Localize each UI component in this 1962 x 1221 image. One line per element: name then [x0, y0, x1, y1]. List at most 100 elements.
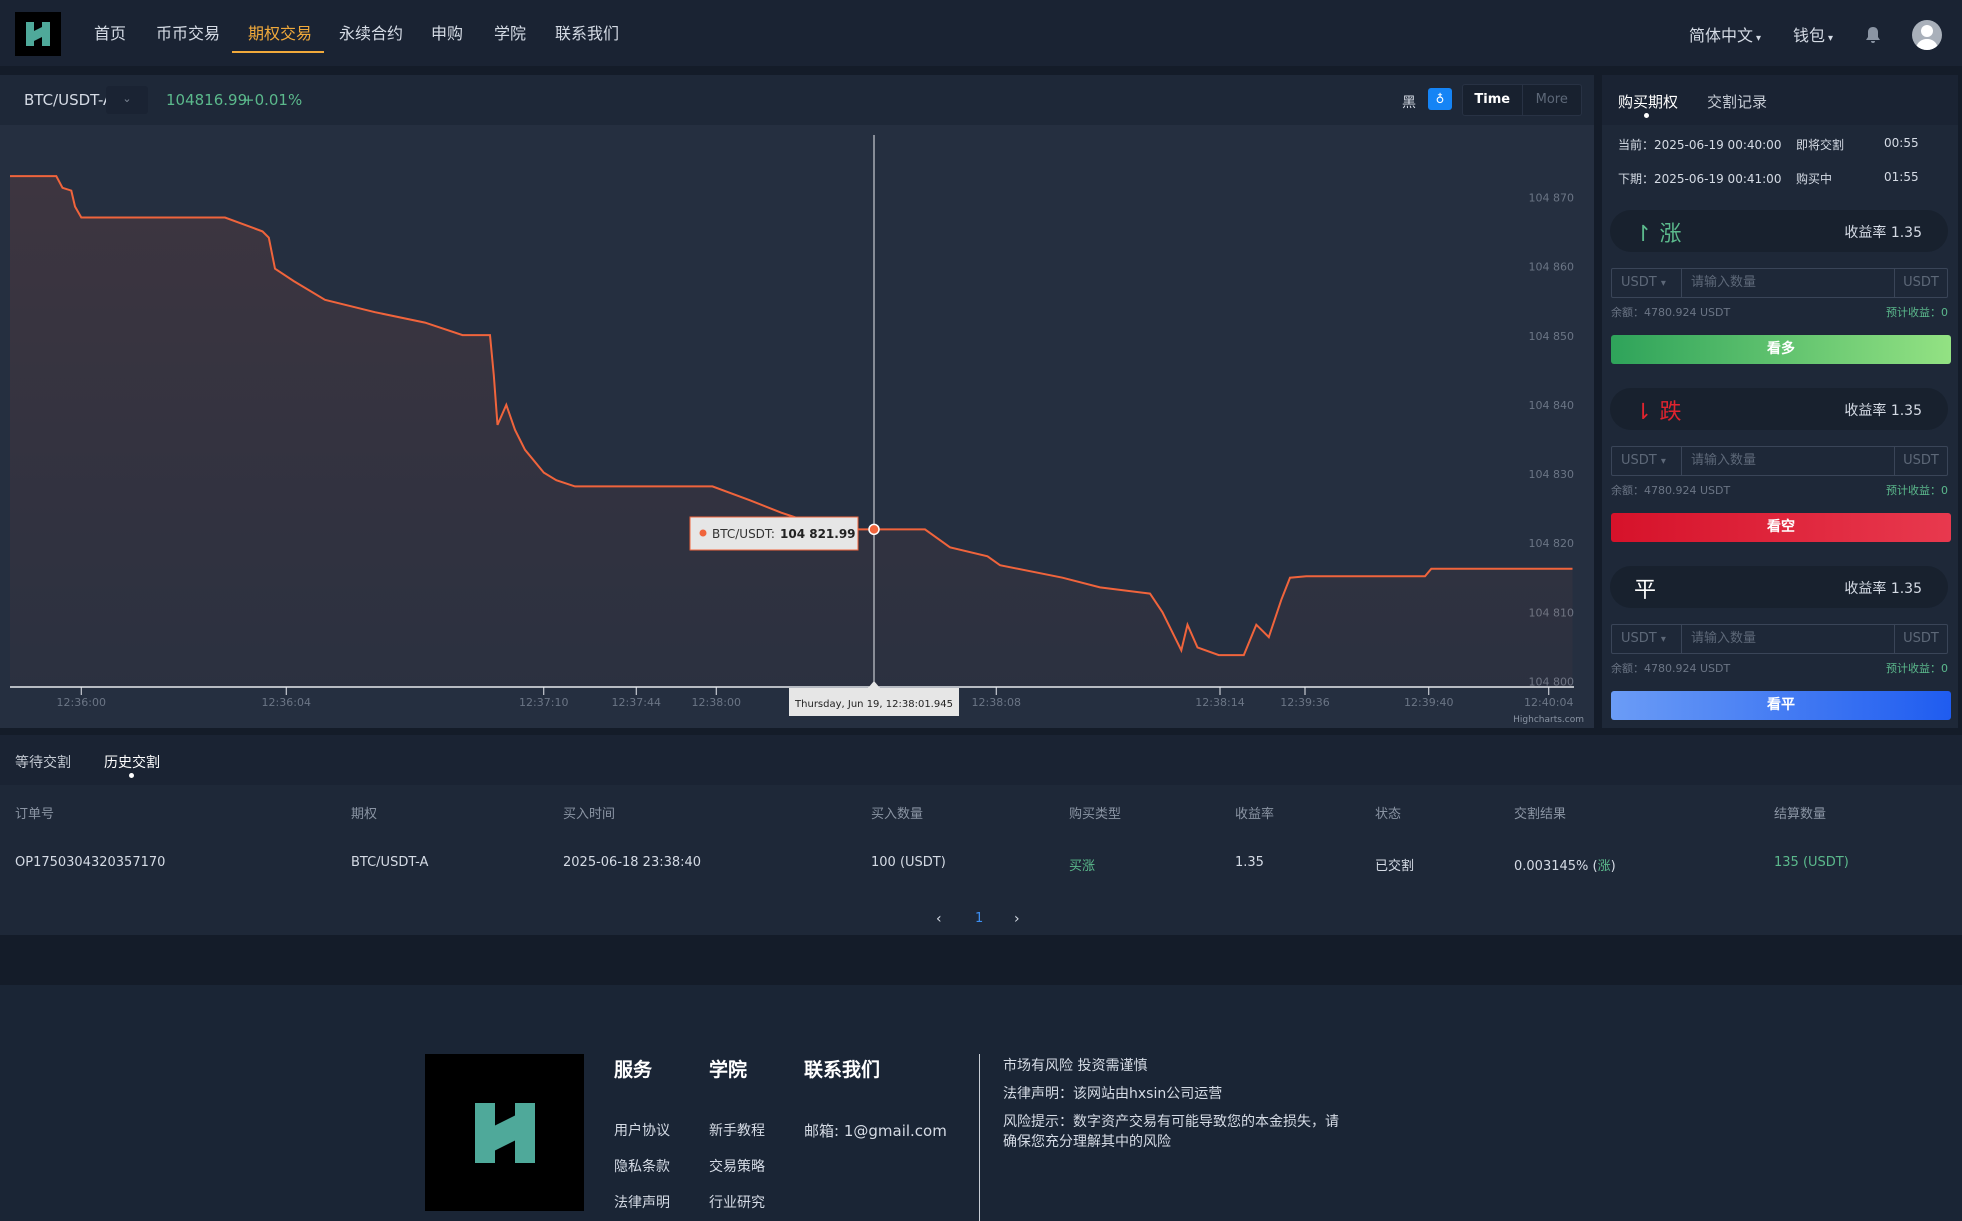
theme-toggle-button[interactable]: ♁ — [1428, 88, 1452, 110]
buy-time: 2025-06-18 23:38:40 — [563, 855, 702, 870]
current-status: 即将交割 — [1796, 138, 1845, 152]
logo-icon — [26, 22, 50, 46]
payout-rate: 收益率 1.35 — [1844, 581, 1922, 597]
risk-warning: 风险提示：数字资产交易有可能导致您的本金损失，请确保您充分理解其中的风险 — [1003, 1114, 1339, 1150]
top-nav — [0, 0, 1962, 66]
footer-link[interactable]: 法律声明 — [614, 1195, 670, 1211]
flat-option-card: 平 收益率 1.35 — [1610, 566, 1948, 608]
column-header[interactable]: 买入时间 — [563, 807, 616, 822]
bell-icon[interactable] — [1865, 26, 1881, 44]
nav-subscribe[interactable]: 申购 — [431, 24, 464, 43]
status: 已交割 — [1375, 859, 1415, 874]
order-panel-tabs — [1602, 75, 1958, 125]
flat-direction: 平 — [1634, 572, 1656, 604]
currency-select[interactable]: USDT ▾ — [1612, 269, 1682, 297]
unit-label: USDT — [1894, 625, 1947, 653]
footer-link[interactable]: 新手教程 — [709, 1123, 765, 1139]
caret-down-icon: ▾ — [1660, 278, 1666, 289]
flat-submit-button[interactable]: 看平 — [1611, 691, 1951, 720]
logo[interactable] — [15, 12, 61, 56]
column-header[interactable]: 结算数量 — [1774, 807, 1827, 822]
footer-heading-academy: 学院 — [709, 1059, 748, 1081]
language-dropdown[interactable]: 简体中文 ▾ — [1689, 22, 1761, 46]
footer-link[interactable]: 行业研究 — [709, 1195, 765, 1211]
highcharts-credit[interactable]: Highcharts.com — [1513, 715, 1584, 725]
column-header[interactable]: 订单号 — [15, 807, 55, 822]
direction-label: 涨 — [1659, 222, 1682, 247]
active-tab-dot — [129, 773, 134, 778]
x-tick-label: 12:39:36 — [1280, 696, 1329, 709]
column-header[interactable]: 收益率 — [1235, 807, 1275, 822]
column-header[interactable]: 买入数量 — [871, 807, 924, 822]
column-header[interactable]: 交割结果 — [1514, 807, 1567, 822]
call-direction: ↾ 涨 — [1634, 216, 1681, 248]
pair-dropdown[interactable]: ⌄ — [106, 86, 148, 114]
direction-label: 跌 — [1659, 400, 1682, 425]
y-tick-label: 104 830 — [1529, 468, 1575, 481]
call-amount-field: 请输入数量 — [1682, 269, 1894, 297]
logo-icon — [474, 1102, 535, 1163]
column-header[interactable]: 购买类型 — [1069, 807, 1122, 822]
put-amount-input[interactable] — [1682, 447, 1894, 475]
nav-academy[interactable]: 学院 — [494, 24, 527, 43]
currency-label: USDT — [1621, 453, 1657, 468]
nav-active-indicator — [232, 51, 324, 53]
time-button[interactable]: Time — [1463, 85, 1523, 115]
balance: 余额：4780.924 USDT — [1611, 484, 1731, 497]
call-amount-input[interactable] — [1682, 269, 1894, 297]
tab-buy-options[interactable]: 购买期权 — [1618, 93, 1679, 111]
currency-label: USDT — [1621, 631, 1657, 646]
contact-email[interactable]: 邮箱: 1@gmail.com — [804, 1122, 947, 1140]
next-page-button[interactable]: › — [1014, 911, 1020, 927]
nav-contact[interactable]: 联系我们 — [555, 24, 620, 43]
currency-select[interactable]: USDT ▾ — [1612, 447, 1682, 475]
call-submit-button[interactable]: 看多 — [1611, 335, 1951, 364]
more-button[interactable]: More — [1535, 92, 1568, 107]
currency-select[interactable]: USDT ▾ — [1612, 625, 1682, 653]
footer-logo — [425, 1054, 584, 1211]
range-selector: Time More — [1462, 84, 1582, 116]
nav-options[interactable]: 期权交易 — [248, 24, 313, 43]
put-amount-field: 请输入数量 — [1682, 447, 1894, 475]
put-submit-button[interactable]: 看空 — [1611, 513, 1951, 542]
column-header[interactable]: 期权 — [351, 807, 378, 822]
footer-link[interactable]: 交易策略 — [709, 1159, 765, 1175]
payout-rate: 收益率 1.35 — [1844, 225, 1922, 241]
x-tick-label: 12:37:44 — [612, 696, 661, 709]
tab-settlement-history[interactable]: 历史交割 — [104, 755, 160, 771]
price-change: +0.01% — [242, 91, 303, 109]
legal-notice: 法律声明：该网站由hxsin公司运营 — [1003, 1086, 1223, 1102]
tab-pending-settlement[interactable]: 等待交割 — [15, 755, 71, 771]
arrow-icon: ⇂ — [1634, 400, 1653, 425]
last-price: 104816.99 — [166, 91, 248, 109]
price-chart[interactable]: 104 870 104 860 104 850 104 840 104 830 104 8… — [0, 125, 1594, 728]
page-number[interactable]: 1 — [975, 911, 984, 926]
price-line — [10, 175, 1573, 657]
x-tick-label: 12:38:14 — [1195, 696, 1244, 709]
avatar[interactable] — [1912, 20, 1942, 50]
flat-amount-input[interactable] — [1682, 625, 1894, 653]
nav-home[interactable]: 首页 — [94, 24, 127, 43]
unit-label: USDT — [1894, 447, 1947, 475]
put-option-card: ⇂ 跌 收益率 1.35 — [1610, 388, 1948, 430]
active-tab-dot — [1644, 113, 1649, 118]
x-tick-label: 12:38:00 — [692, 696, 741, 709]
wallet-dropdown[interactable]: 钱包 ▾ — [1793, 22, 1833, 46]
footer-link[interactable]: 用户协议 — [614, 1123, 670, 1139]
footer-divider — [979, 1054, 980, 1221]
nav-perpetual[interactable]: 永续合约 — [339, 24, 404, 43]
column-header[interactable]: 状态 — [1375, 807, 1402, 822]
result-percent: 0.003145% ( — [1514, 859, 1598, 874]
footer-heading-services: 服务 — [614, 1059, 653, 1081]
tab-settlement-records[interactable]: 交割记录 — [1707, 93, 1768, 111]
footer — [0, 985, 1962, 1221]
tooltip-box — [689, 516, 859, 551]
table-row[interactable] — [0, 835, 1962, 890]
footer-link[interactable]: 隐私条款 — [614, 1159, 670, 1175]
result-paren: ) — [1610, 859, 1616, 874]
caret-down-icon: ▾ — [1660, 634, 1666, 645]
price-area — [10, 176, 1573, 687]
prev-page-button[interactable]: ‹ — [936, 911, 942, 927]
nav-spot[interactable]: 币币交易 — [156, 24, 221, 43]
date-tooltip-text: Thursday, Jun 19, 12:38:01.945 — [794, 699, 953, 710]
